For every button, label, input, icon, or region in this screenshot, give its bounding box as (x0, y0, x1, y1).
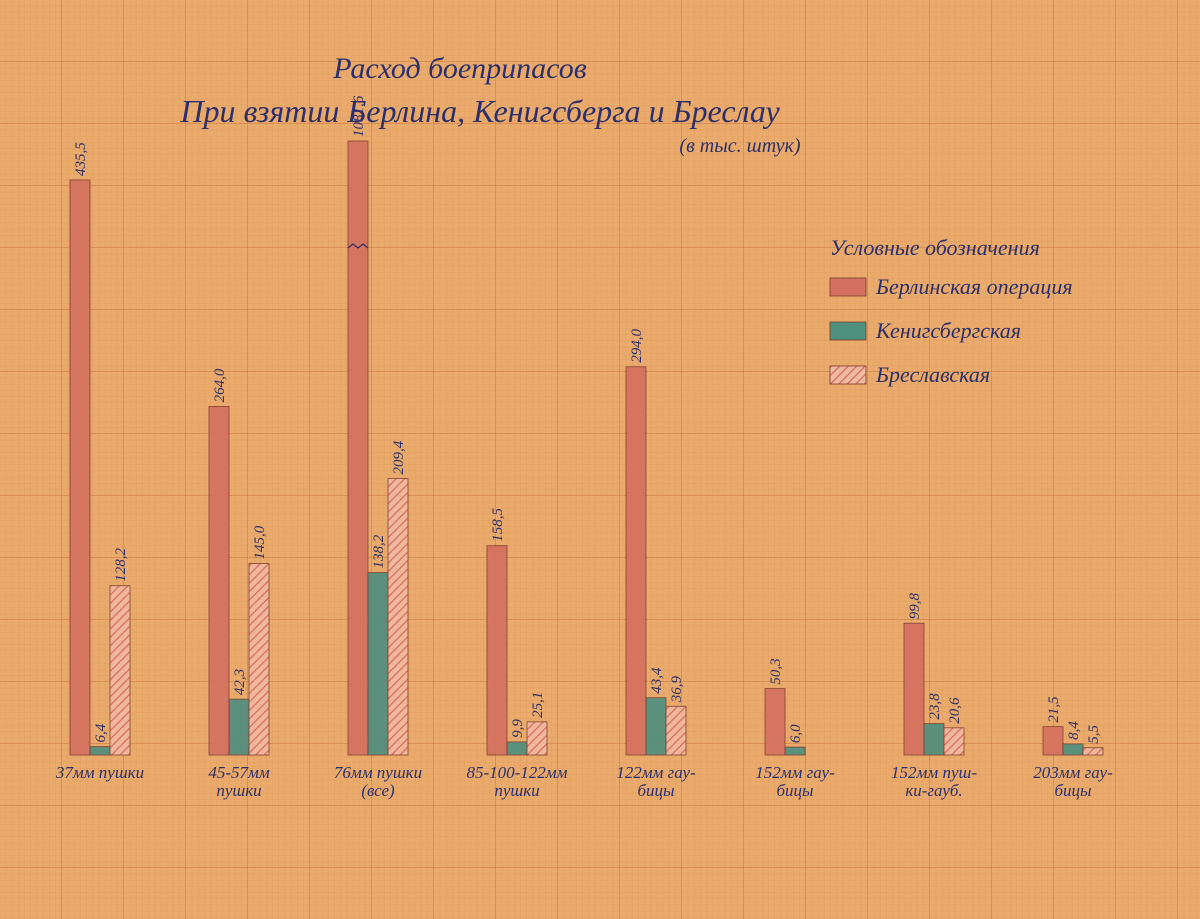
bar (486, 545, 508, 756)
x-tick-label-line: 122мм гау- (616, 763, 696, 782)
bar (625, 366, 647, 756)
bar (387, 478, 409, 756)
value-label: 8,4 (1066, 721, 1082, 740)
x-tick-label-line: пушки (216, 781, 261, 800)
bar (1082, 747, 1104, 756)
bar (367, 572, 389, 756)
bar (347, 140, 369, 756)
x-tick-label-line: 76мм пушки (334, 763, 422, 782)
value-label: 20,6 (947, 697, 963, 724)
x-tick-label-line: (все) (361, 781, 395, 800)
bar (208, 406, 230, 756)
chart-title: Расход боеприпасов (332, 52, 587, 85)
bar (69, 179, 91, 756)
value-label: 99,8 (907, 592, 923, 619)
value-label: 6,4 (93, 723, 109, 742)
value-label: 43,4 (649, 667, 665, 694)
x-tick-label-line: бицы (776, 781, 813, 800)
value-label: 9,9 (510, 719, 526, 738)
bar (903, 622, 925, 756)
legend-swatch (829, 321, 867, 341)
bar (89, 746, 111, 756)
value-label: 36,9 (669, 676, 685, 704)
x-tick-label: 152мм гау-бицы (755, 763, 835, 800)
value-label: 435,5 (73, 142, 89, 176)
value-label: 25,1 (530, 692, 546, 718)
bar (764, 688, 786, 756)
bar-break (347, 243, 369, 249)
x-tick-label: 85-100-122мм пушки (466, 763, 567, 800)
value-label: 128,2 (113, 547, 129, 581)
x-tick-label-line: 152мм пуш- (891, 763, 977, 782)
value-label: 145,0 (252, 525, 268, 559)
bar (1062, 743, 1084, 756)
bar (1042, 726, 1064, 756)
x-tick-label: 45-57мм пушки (208, 763, 270, 800)
bar (526, 721, 548, 756)
x-tick-label-line: 85-100-122мм (466, 763, 567, 782)
bar (248, 563, 270, 756)
x-tick-label-line: ки-гауб. (905, 781, 962, 800)
bar (109, 585, 131, 756)
x-tick-label-line: 45-57мм (208, 763, 270, 782)
bar (923, 723, 945, 756)
value-label: 138,2 (371, 534, 387, 568)
legend-title: Условные обозначения (830, 235, 1040, 260)
x-tick-label-line: 152мм гау- (755, 763, 835, 782)
bar (665, 705, 687, 756)
bar (645, 697, 667, 756)
x-tick-label-line: бицы (637, 781, 674, 800)
value-label: 294,0 (629, 329, 645, 363)
unit-note: (в тыс. штук) (679, 135, 800, 157)
bar (784, 746, 806, 756)
legend-label: Бреславская (875, 362, 990, 387)
bar (506, 741, 528, 756)
value-label: 23,8 (927, 693, 943, 720)
value-label: 42,3 (232, 669, 248, 695)
x-tick-label-line: 37мм пушки (55, 763, 144, 782)
x-tick-label: 203мм гау-бицы (1033, 763, 1113, 800)
x-tick-label: 37мм пушки (55, 763, 144, 782)
bar (943, 727, 965, 756)
value-label: 264,0 (212, 368, 228, 402)
x-tick-label-line: 203мм гау- (1033, 763, 1113, 782)
legend-label: Кенигсбергская (875, 318, 1021, 343)
value-label: 158,5 (490, 507, 506, 541)
value-label: 5,5 (1086, 724, 1102, 743)
x-tick-label: 76мм пушки (все) (334, 763, 422, 800)
legend-label: Берлинская операция (875, 274, 1073, 299)
value-label: 6,0 (788, 724, 804, 743)
value-label: 21,5 (1046, 696, 1062, 723)
x-tick-label-line: бицы (1054, 781, 1091, 800)
legend-swatch (829, 277, 867, 297)
chart-subtitle: При взятии Берлина, Кенигсберга и Бресла… (179, 93, 780, 129)
x-tick-label-line: пушки (494, 781, 539, 800)
value-label: 1081,6 (351, 95, 367, 137)
bar (228, 698, 250, 756)
value-label: 50,3 (768, 658, 784, 684)
legend-swatch (829, 365, 867, 385)
x-tick-label: 122мм гау-бицы (616, 763, 696, 800)
value-label: 209,4 (391, 440, 407, 474)
x-tick-label: 152мм пуш-ки-гауб. (891, 763, 977, 800)
